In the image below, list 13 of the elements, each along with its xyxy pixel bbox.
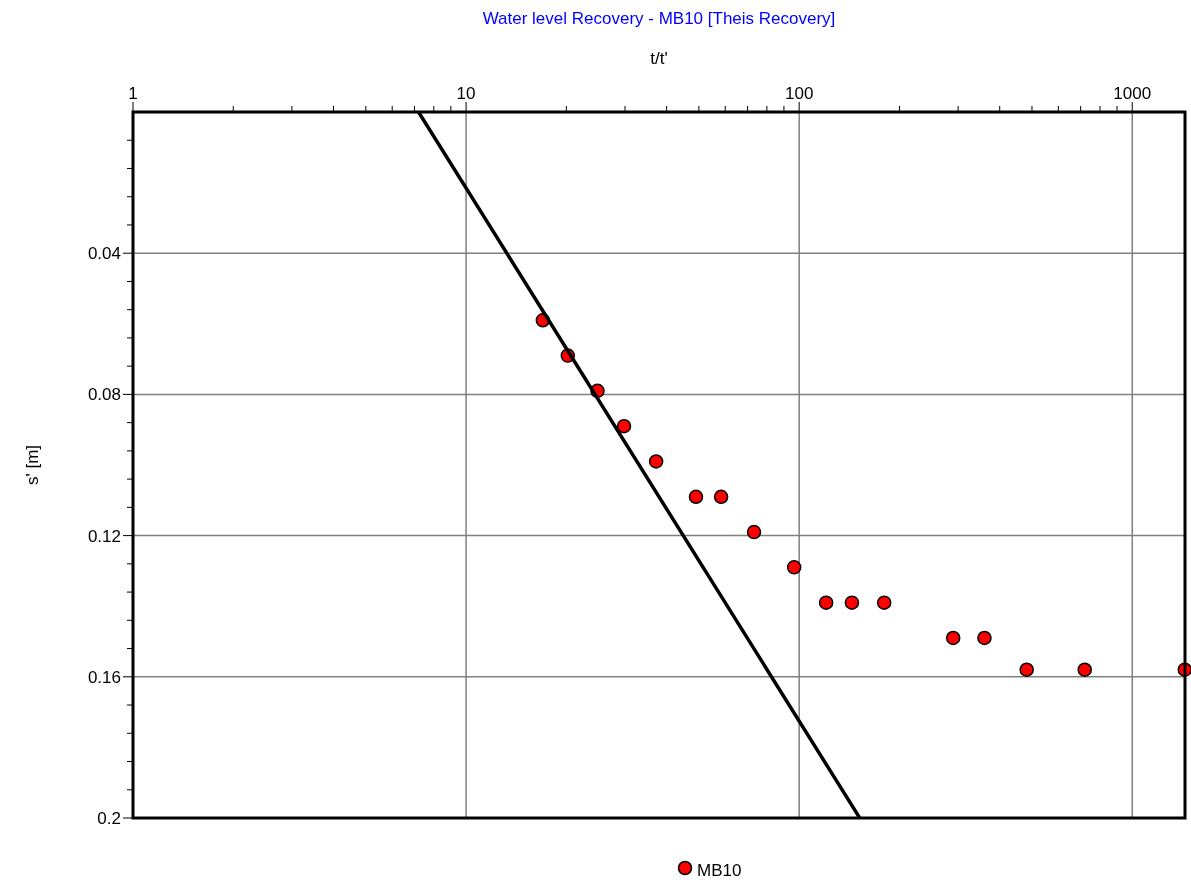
y-tick-label: 0.04: [87, 244, 121, 264]
x-tick-label: 1000: [1113, 84, 1152, 103]
x-tick-label: 1: [128, 84, 138, 103]
chart-title: Water level Recovery - MB10 [Theis Recovery]: [482, 9, 836, 28]
y-axis-title: s' [m]: [23, 444, 42, 486]
y-tick-label: 0.16: [87, 667, 121, 687]
legend-label: MB10: [697, 861, 742, 880]
x-axis-title: t/t': [650, 49, 668, 68]
y-tick-label: 0.08: [87, 385, 121, 405]
y-tick-label: 0.2: [97, 809, 121, 828]
x-tick-label: 10: [456, 84, 476, 103]
y-tick-label: 0.12: [87, 526, 121, 546]
x-tick-label: 100: [784, 84, 814, 103]
